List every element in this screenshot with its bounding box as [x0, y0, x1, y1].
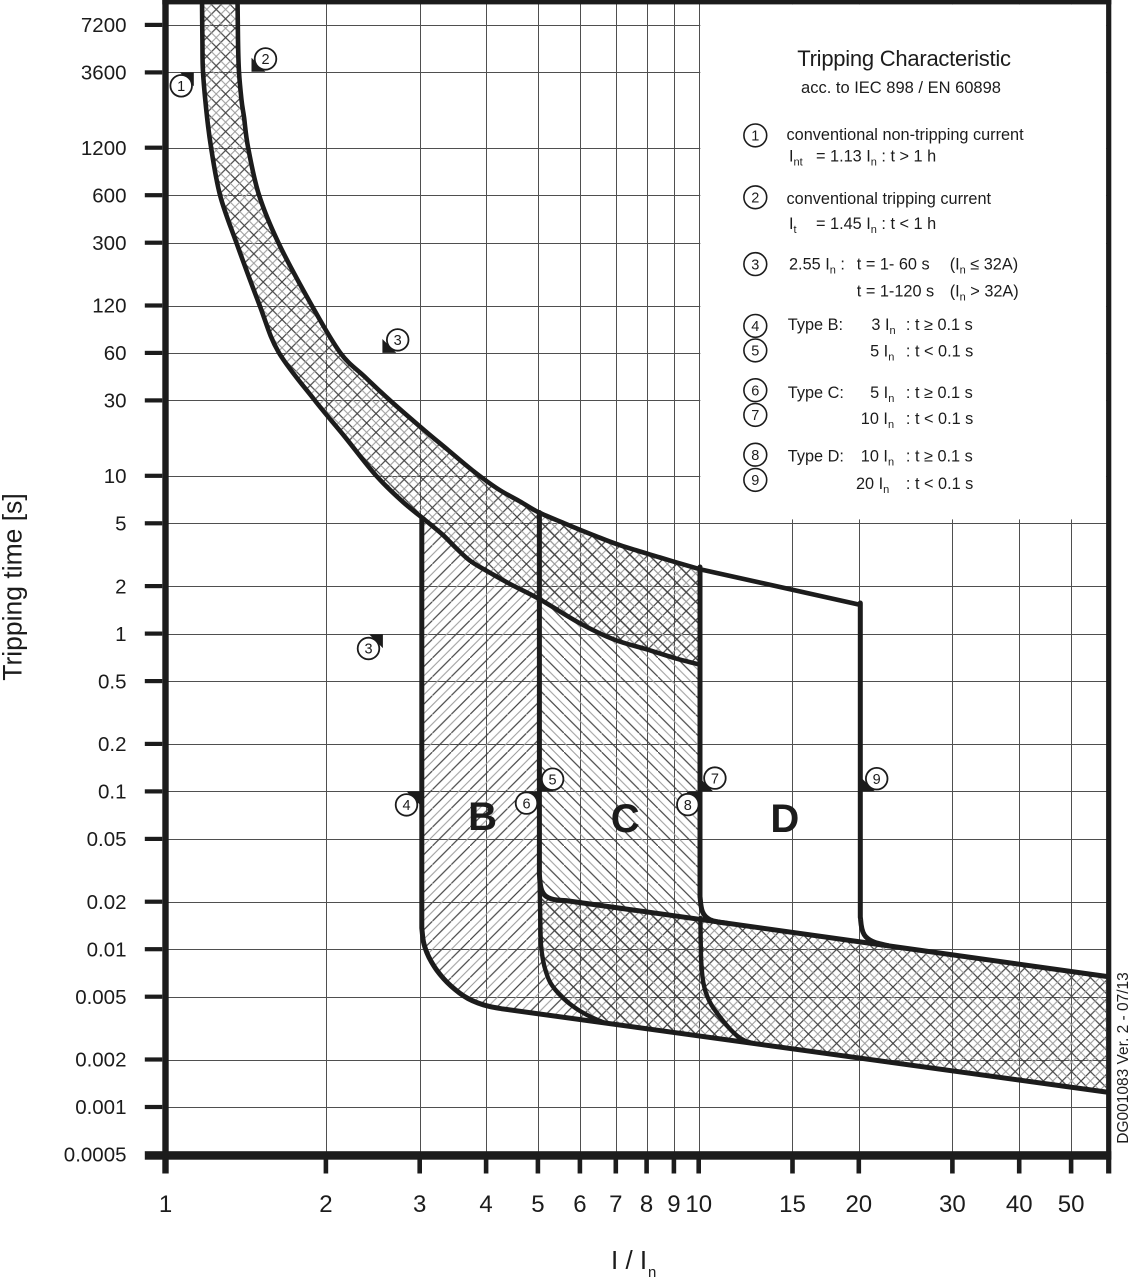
svg-text:0.1: 0.1	[98, 781, 127, 804]
svg-text:0.02: 0.02	[87, 891, 127, 914]
svg-text:0.5: 0.5	[98, 670, 127, 693]
svg-text:7: 7	[711, 771, 719, 787]
svg-text:8: 8	[751, 448, 759, 464]
svg-text:9: 9	[751, 473, 759, 489]
svg-text:Type C:5 In: t ≥ 0.1 s: Type C: 5 In: t ≥ 0.1 s	[788, 384, 973, 405]
svg-text:0.2: 0.2	[98, 733, 127, 756]
svg-text:7: 7	[751, 408, 759, 424]
svg-text:Type B:3 In: t ≥ 0.1 s: Type B: 3 In: t ≥ 0.1 s	[788, 316, 973, 337]
svg-text:40: 40	[1006, 1191, 1033, 1218]
svg-text:2: 2	[261, 52, 269, 68]
svg-text:4: 4	[751, 319, 759, 335]
svg-text:30: 30	[104, 390, 127, 413]
svg-text:15: 15	[779, 1191, 806, 1218]
svg-text:1: 1	[115, 623, 126, 646]
svg-text:It= 1.45 In : t < 1 h: It = 1.45 In : t < 1 h	[789, 215, 936, 236]
svg-text:60: 60	[104, 342, 127, 365]
svg-text:B: B	[468, 795, 497, 839]
svg-text:300: 300	[92, 232, 126, 255]
svg-text:D: D	[770, 797, 799, 841]
svg-text:20 In: t < 0.1 s: 20 In: t < 0.1 s	[856, 475, 973, 496]
svg-text:1: 1	[177, 79, 185, 95]
svg-text:I / I: I / I	[611, 1245, 647, 1275]
svg-text:2: 2	[115, 575, 126, 598]
svg-text:7200: 7200	[81, 14, 127, 37]
svg-text:8: 8	[684, 798, 692, 814]
svg-text:5: 5	[531, 1191, 544, 1218]
svg-text:Type D:10 In: t ≥ 0.1 s: Type D: 10 In: t ≥ 0.1 s	[788, 448, 973, 469]
svg-text:3: 3	[394, 333, 402, 349]
svg-text:Int= 1.13 In : t > 1 h: Int = 1.13 In : t > 1 h	[789, 147, 936, 168]
svg-text:n: n	[648, 1264, 656, 1280]
svg-text:0.0005: 0.0005	[64, 1144, 127, 1167]
svg-text:4: 4	[479, 1191, 492, 1218]
svg-text:5 In: t < 0.1 s: 5 In: t < 0.1 s	[870, 343, 973, 364]
svg-text:6: 6	[573, 1191, 586, 1218]
svg-text:0.005: 0.005	[75, 986, 126, 1009]
svg-text:8: 8	[640, 1191, 653, 1218]
svg-text:conventional tripping current: conventional tripping current	[787, 190, 992, 208]
svg-text:3: 3	[413, 1191, 426, 1218]
svg-text:10: 10	[104, 465, 127, 488]
svg-text:6: 6	[522, 796, 530, 812]
svg-text:5: 5	[549, 772, 557, 788]
svg-text:30: 30	[939, 1191, 966, 1218]
svg-text:C: C	[611, 797, 640, 841]
svg-text:9: 9	[873, 772, 881, 788]
svg-text:Tripping time [s]: Tripping time [s]	[0, 493, 28, 681]
svg-text:10: 10	[685, 1191, 712, 1218]
svg-text:1200: 1200	[81, 137, 127, 160]
svg-text:7: 7	[609, 1191, 622, 1218]
svg-text:0.002: 0.002	[75, 1049, 126, 1072]
svg-text:2: 2	[319, 1191, 332, 1218]
svg-text:10 In: t < 0.1 s: 10 In: t < 0.1 s	[861, 410, 974, 431]
svg-text:9: 9	[667, 1191, 680, 1218]
svg-text:600: 600	[92, 184, 126, 207]
svg-text:2: 2	[751, 191, 759, 207]
svg-text:0.001: 0.001	[75, 1096, 126, 1119]
svg-text:1: 1	[159, 1191, 172, 1218]
svg-text:120: 120	[92, 295, 126, 318]
svg-text:DG001083 Ver. 2 - 07/13: DG001083 Ver. 2 - 07/13	[1115, 972, 1130, 1143]
svg-text:20: 20	[845, 1191, 872, 1218]
svg-text:3: 3	[364, 642, 372, 658]
svg-text:3: 3	[751, 257, 759, 273]
svg-text:4: 4	[402, 798, 410, 814]
svg-text:conventional non-tripping curr: conventional non-tripping current	[787, 126, 1025, 144]
svg-text:0.05: 0.05	[87, 828, 127, 851]
svg-text:Tripping Characteristic: Tripping Characteristic	[797, 46, 1011, 71]
svg-text:acc. to IEC 898 / EN 60898: acc. to IEC 898 / EN 60898	[801, 79, 1001, 97]
svg-text:50: 50	[1058, 1191, 1085, 1218]
svg-text:1: 1	[751, 129, 759, 145]
svg-text:0.01: 0.01	[87, 938, 127, 961]
svg-text:3600: 3600	[81, 62, 127, 85]
svg-text:5: 5	[751, 344, 759, 360]
svg-text:5: 5	[115, 513, 126, 536]
svg-text:2.55 In :t = 1- 60 s(In ≤ 32A): 2.55 In :t = 1- 60 s (In ≤ 32A)	[789, 256, 1018, 277]
svg-text:6: 6	[751, 383, 759, 399]
